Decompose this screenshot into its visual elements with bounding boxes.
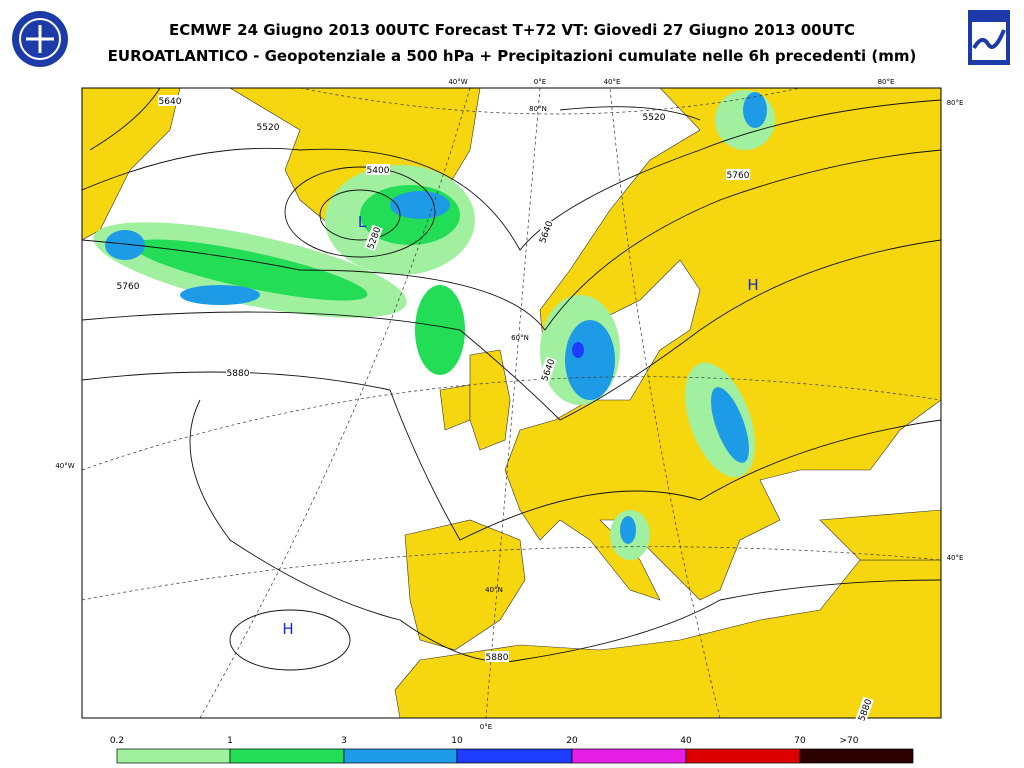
contour-label: 5760 bbox=[117, 282, 140, 292]
grid-label: 40°W bbox=[448, 78, 467, 86]
legend-label: 20 bbox=[566, 736, 578, 746]
legend-swatch bbox=[571, 748, 687, 764]
grid-label: 40°W bbox=[55, 462, 74, 470]
contour-label-bg bbox=[726, 169, 750, 180]
grid-label: 40°E bbox=[947, 554, 964, 562]
legend-label: 0.2 bbox=[110, 736, 124, 746]
legend-label: 1 bbox=[227, 736, 233, 746]
contour-label-bg bbox=[256, 121, 280, 132]
contour-label-bg bbox=[536, 218, 555, 245]
legend-swatch bbox=[229, 748, 345, 764]
title-line-1: ECMWF 24 Giugno 2013 00UTC Forecast T+72… bbox=[169, 21, 855, 39]
legend-swatch bbox=[456, 748, 573, 764]
grid-label: 0°E bbox=[480, 723, 492, 731]
contour-label-bg bbox=[158, 95, 182, 106]
contour-label-bg bbox=[364, 224, 383, 251]
grid-label: 80°N bbox=[529, 105, 547, 113]
contour-label: 5640 bbox=[159, 97, 182, 107]
title-line-2: EUROATLANTICO - Geopotenziale a 500 hPa … bbox=[108, 47, 917, 65]
grid-label: 0°E bbox=[534, 78, 546, 86]
map bbox=[82, 88, 941, 718]
grid-label: 40°E bbox=[604, 78, 621, 86]
legend-swatch bbox=[343, 748, 458, 764]
legend-label: 70 bbox=[794, 736, 806, 746]
contour-label: 5880 bbox=[227, 369, 250, 379]
contour-label-bg bbox=[855, 696, 874, 723]
legend-label: 40 bbox=[680, 736, 692, 746]
contour-label: 5520 bbox=[643, 113, 666, 123]
logo-right bbox=[968, 10, 1010, 65]
legend-swatch bbox=[685, 748, 801, 764]
contour-label-bg bbox=[366, 164, 390, 175]
grid-label: 60°N bbox=[511, 334, 529, 342]
contour-label-bg bbox=[226, 367, 250, 378]
contour-label-bg bbox=[538, 356, 557, 383]
grid-label: 80°E bbox=[947, 99, 964, 107]
legend-swatch bbox=[799, 748, 914, 764]
legend-label: 10 bbox=[451, 736, 463, 746]
contour-label: 5400 bbox=[367, 166, 390, 176]
legend-swatch bbox=[116, 748, 231, 764]
contour-label-bg bbox=[485, 651, 509, 662]
logo-left bbox=[12, 11, 68, 67]
contour-label: 5760 bbox=[727, 171, 750, 181]
pressure-center: H bbox=[747, 276, 758, 294]
contour-label-bg bbox=[642, 111, 666, 122]
grid-label: 80°E bbox=[878, 78, 895, 86]
legend-label: 3 bbox=[341, 736, 347, 746]
map-frame bbox=[81, 87, 942, 719]
pressure-center: H bbox=[282, 620, 293, 638]
grid-label: 40°N bbox=[485, 586, 503, 594]
contour-label: 5880 bbox=[486, 653, 509, 663]
pressure-center: L bbox=[358, 213, 367, 231]
contour-label: 5520 bbox=[257, 123, 280, 133]
legend-label: >70 bbox=[840, 736, 859, 746]
contour-label-bg bbox=[116, 280, 140, 291]
